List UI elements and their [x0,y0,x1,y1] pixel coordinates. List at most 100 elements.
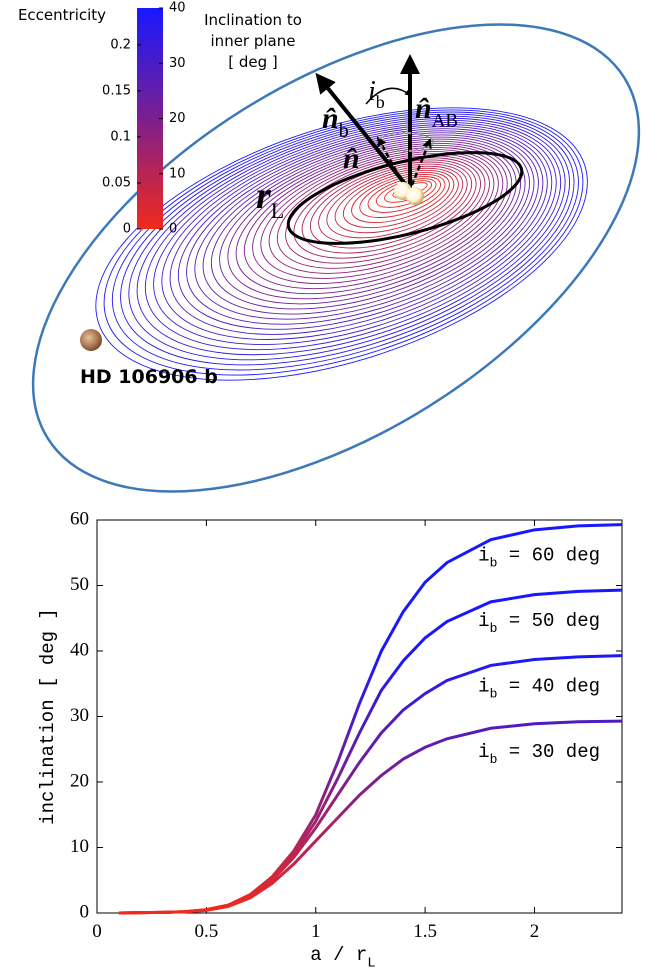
disk-ring [186,130,539,325]
laplace-radius-ring [286,151,524,245]
disk-ring [169,126,548,335]
x-tick-label: 1 [311,921,321,942]
i-b-label-part: b [376,92,385,112]
colorbar-tick-label: 0.15 [102,83,131,98]
y-tick-label: 60 [70,508,89,529]
disk-ring [227,140,517,300]
disk-ring [252,147,504,284]
n-b-label-part: b [339,120,349,142]
series-line [118,719,623,915]
planet [80,329,102,351]
series-label-part: = 40 deg [497,676,600,698]
colorbar-tick-label: 30 [169,56,186,71]
n-ab-label: n̂AB [415,92,458,132]
disk-ring [177,128,544,330]
star-b [406,187,424,205]
y-tick-label: 10 [70,836,89,857]
series-label-part: = 50 deg [497,610,600,632]
n-ab-label-part: AB [432,111,458,132]
disk-ring [285,155,486,264]
series-label-part: i [478,610,489,632]
y-axis-label: inclination [ deg ] [37,608,59,825]
planet-orbit [31,23,641,493]
colorbar [137,8,163,229]
colorbar-tick-label: 0.1 [110,129,131,144]
disk-ring [111,111,579,371]
x-tick-label: 0 [92,921,102,942]
y-tick-label: 40 [70,639,89,660]
disk-ring [334,167,459,234]
series-label-part: b [490,686,498,701]
disk-rings [95,107,588,381]
series-label-part: b [490,621,498,636]
series-line [118,523,623,915]
disk-ring [120,113,575,366]
disk-ring [144,119,562,351]
x-tick-label: 0.5 [195,921,219,942]
disk-ring [276,153,490,269]
colorbar-left-title: Eccentricity [18,6,106,24]
y-tick-label: 0 [80,901,90,922]
n-label: n̂ [343,142,360,175]
disk-ring [210,136,526,310]
disk-ring [153,121,557,346]
disk-ring [326,165,464,239]
colorbar-tick-label: 10 [169,166,186,181]
i-b-label: ib [368,76,385,112]
precession-circle [376,132,434,152]
n-ab-label-part: n̂ [415,92,432,125]
colorbar-tick-label: 40 [169,1,186,16]
colorbar-right-title: [ deg ] [228,53,278,71]
disk-ring [309,161,473,249]
series-label: ib = 30 deg [478,741,600,767]
disk-ring [194,132,535,320]
disk-ring [95,107,588,381]
i-b-label-part: i [368,76,376,107]
n-b-label: n̂b [322,102,349,142]
series-label-part: b [490,555,498,570]
disk-ring [367,176,441,213]
x-tick-label: 2 [530,921,540,942]
colorbar-tick-label: 0 [123,222,131,237]
disk-ring [342,169,455,229]
axes-box [96,519,623,914]
n-b-arrow [315,72,412,192]
n-arrow [376,136,406,186]
disk-ring [136,117,566,356]
planet-label: HD 106906 b [80,366,218,388]
y-tick-label: 30 [70,705,89,726]
series-label-part: b [490,752,498,767]
disk-ring [202,134,530,315]
colorbar-right-title: Inclination to [204,11,302,29]
x-axis-label: a / rL [310,944,375,971]
r-l-label-part: r [256,175,272,217]
x-axis-label-part: L [367,955,375,971]
series-label: ib = 50 deg [478,610,600,636]
disk-ring [128,115,570,361]
x-axis-label-part: a / r [310,944,367,966]
disk-ring [161,124,553,340]
series-label-part: i [478,741,489,763]
series-label-part: = 60 deg [497,545,600,567]
r-l-label: rL [256,175,284,223]
colorbar-right-title: inner plane [211,32,296,50]
series-label: ib = 60 deg [478,545,600,571]
y-tick-label: 50 [70,574,89,595]
disk-ring [260,149,499,279]
series-label: ib = 40 deg [478,676,600,702]
disk-ring [268,151,495,274]
colorbar-tick-label: 0 [169,222,177,237]
colorbar-tick-label: 0.2 [110,37,131,52]
disk-ring [103,109,584,376]
y-tick-label: 20 [70,770,89,791]
n-b-label-part: n̂ [322,102,339,135]
disk-ring [219,138,522,305]
series-label-part: = 30 deg [497,741,600,763]
disk-ring [359,174,446,218]
disk-ring [235,142,513,295]
x-tick-label: 1.5 [413,921,437,942]
series-label-part: i [478,676,489,698]
disk-ring [243,144,508,290]
